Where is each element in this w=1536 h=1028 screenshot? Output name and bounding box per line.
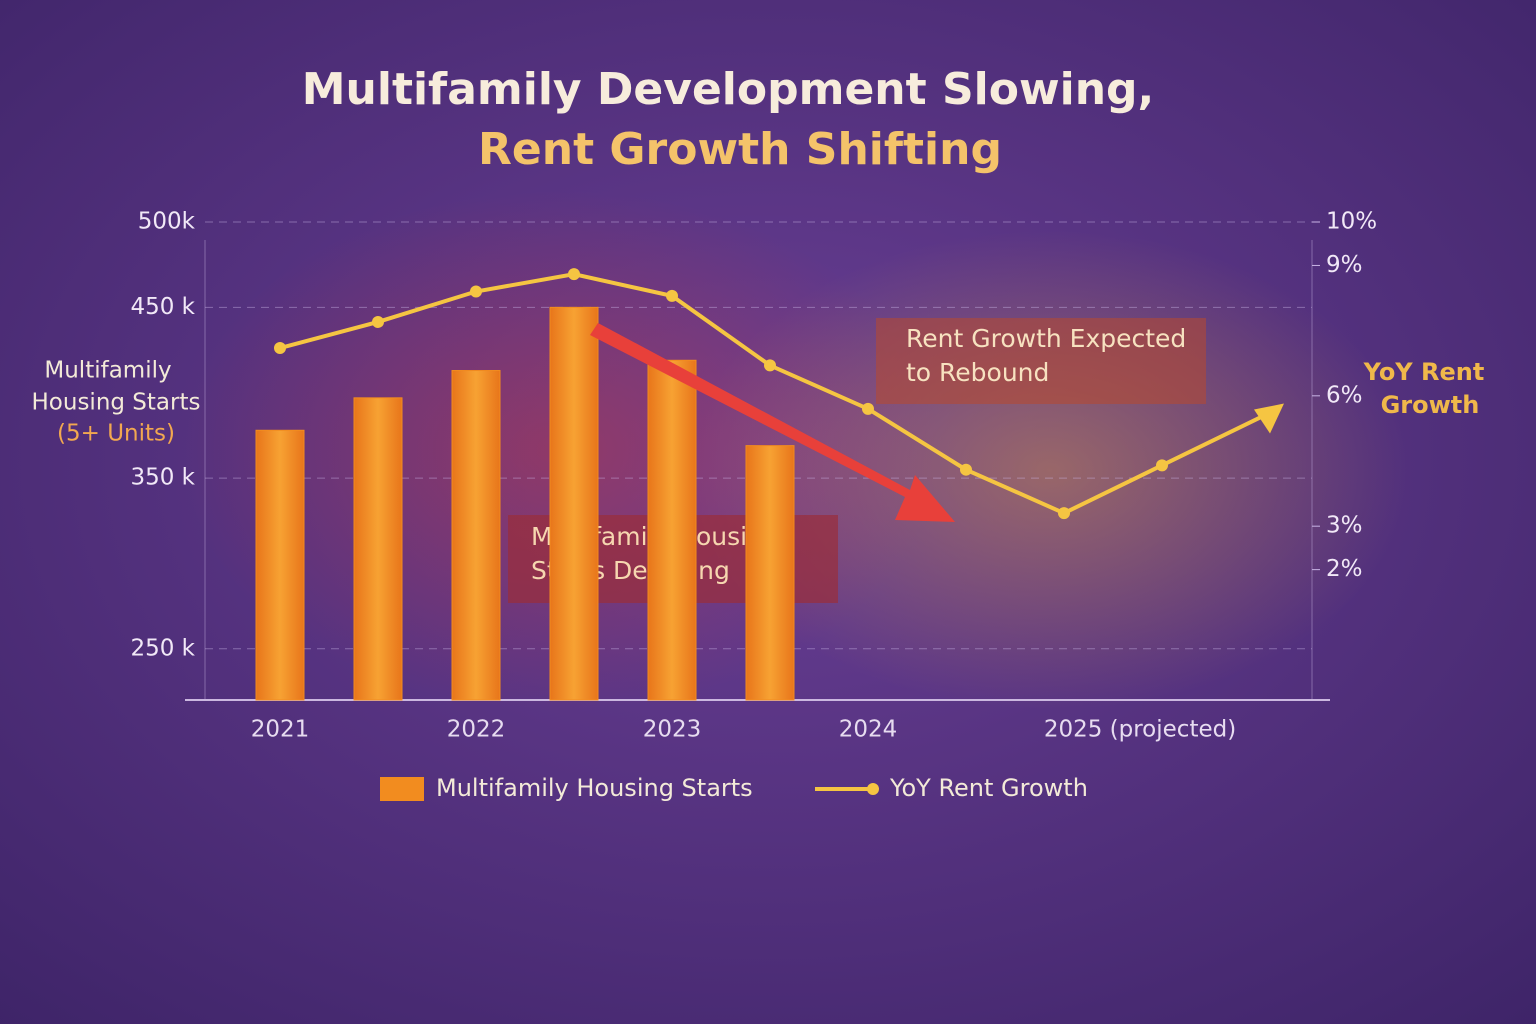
x-tick-label: 2023 <box>643 717 702 743</box>
y-tick-label: 250 k <box>130 635 195 661</box>
bar <box>745 445 795 701</box>
x-tick-label: 2021 <box>251 717 310 743</box>
y2-tick-label: 6% <box>1326 382 1363 408</box>
line-point <box>470 285 482 298</box>
line-point <box>1058 507 1070 520</box>
bar <box>647 359 697 701</box>
bar <box>451 370 501 701</box>
annotation: Rent Growth Expected to Rebound <box>906 324 1187 387</box>
y2-axis-label: Growth <box>1381 391 1480 419</box>
y-tick-label: 450 k <box>130 294 195 320</box>
y2-axis-label: YoY Rent <box>1363 358 1485 386</box>
arrow-head <box>1254 403 1284 434</box>
y-axis-label: Multifamily <box>44 358 171 384</box>
decline-arrow <box>590 323 955 522</box>
y2-tick-label: 10% <box>1326 209 1377 235</box>
line-point <box>568 268 580 281</box>
bar <box>549 306 599 701</box>
y-axis-label: Housing Starts <box>32 390 201 416</box>
chart-title: Rent Growth Shifting <box>478 124 1002 175</box>
annotation-text: Rent Growth Expected to Rebound <box>906 324 1187 387</box>
line-point <box>274 342 286 355</box>
chart-title: Multifamily Development Slowing, <box>302 64 1154 115</box>
x-tick-label: 2024 <box>839 717 898 743</box>
legend-label: YoY Rent Growth <box>889 774 1088 802</box>
legend-swatch <box>380 777 424 801</box>
line-point <box>666 289 678 302</box>
bar <box>255 429 305 701</box>
y-axis-label: (5+ Units) <box>57 421 175 447</box>
line-point <box>764 359 776 372</box>
x-tick-label: 2025 (projected) <box>1044 717 1236 743</box>
line-point <box>1156 459 1168 472</box>
legend-swatch <box>867 783 879 795</box>
bar <box>353 397 403 701</box>
glow <box>690 230 1410 710</box>
y-tick-label: 350 k <box>130 465 195 491</box>
y2-tick-label: 2% <box>1326 556 1363 582</box>
line-point <box>372 315 384 328</box>
line-point <box>862 402 874 415</box>
y2-tick-label: 9% <box>1326 252 1363 278</box>
x-tick-label: 2022 <box>447 717 506 743</box>
line-point <box>960 463 972 476</box>
plot: 250 k 350 k 450 k 500k 2% 3% 6% 9% 10% 2021 2022 20… <box>130 209 1377 803</box>
annotation-box <box>876 318 1206 404</box>
y-tick-label: 500k <box>138 209 196 235</box>
y2-tick-label: 3% <box>1326 513 1363 539</box>
legend-label: Multifamily Housing Starts <box>436 774 753 802</box>
